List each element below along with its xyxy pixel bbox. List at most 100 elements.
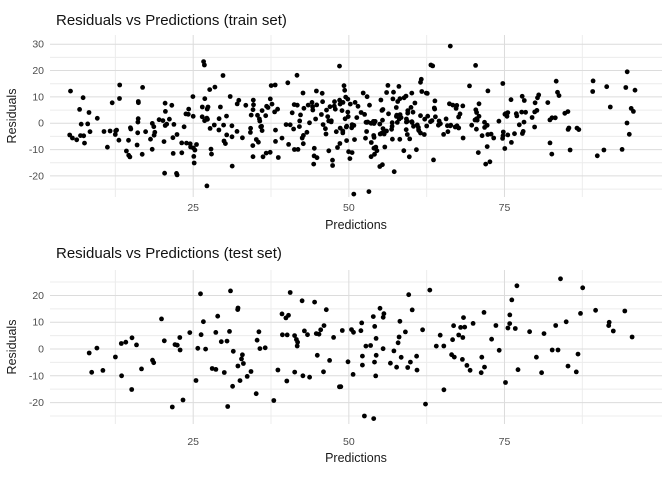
point bbox=[267, 96, 273, 102]
y-tick-label: 20 bbox=[32, 65, 44, 77]
point bbox=[473, 63, 478, 68]
point bbox=[253, 391, 259, 397]
point bbox=[150, 357, 155, 363]
point bbox=[251, 102, 256, 108]
point bbox=[372, 151, 377, 157]
point bbox=[234, 101, 240, 107]
point bbox=[432, 98, 438, 104]
point bbox=[401, 148, 407, 154]
point bbox=[273, 139, 278, 144]
point bbox=[283, 122, 289, 127]
point bbox=[521, 98, 527, 103]
point bbox=[167, 116, 172, 122]
point bbox=[227, 329, 232, 334]
point bbox=[358, 110, 364, 115]
point bbox=[496, 347, 502, 353]
point bbox=[299, 135, 305, 141]
point bbox=[208, 146, 214, 152]
point bbox=[205, 116, 210, 122]
point bbox=[378, 97, 384, 103]
point bbox=[179, 140, 185, 146]
point bbox=[202, 96, 208, 102]
point bbox=[355, 103, 361, 109]
point bbox=[408, 359, 413, 365]
test-plot-svg: 25 50 75 20 10 0 -10 -20 Residuals vs Predictio… bbox=[5, 245, 662, 465]
point bbox=[342, 116, 348, 122]
point bbox=[183, 111, 189, 117]
point bbox=[207, 125, 213, 131]
point bbox=[469, 122, 475, 128]
point bbox=[521, 119, 527, 125]
point bbox=[344, 138, 349, 144]
point bbox=[416, 128, 422, 133]
point bbox=[326, 148, 332, 154]
point bbox=[273, 127, 278, 133]
point bbox=[391, 348, 397, 354]
point bbox=[424, 91, 430, 96]
point bbox=[363, 343, 369, 349]
point bbox=[280, 332, 285, 338]
point bbox=[286, 312, 291, 318]
point bbox=[410, 109, 416, 115]
point bbox=[143, 129, 149, 135]
point bbox=[269, 101, 275, 107]
point bbox=[460, 103, 466, 109]
point bbox=[268, 83, 274, 88]
point bbox=[179, 150, 185, 156]
point bbox=[360, 90, 366, 96]
point bbox=[474, 126, 479, 132]
chart-title: Residuals vs Predictions (test set) bbox=[56, 245, 282, 262]
point bbox=[380, 314, 386, 320]
point bbox=[330, 163, 335, 168]
point bbox=[87, 129, 93, 135]
point bbox=[372, 359, 377, 365]
point bbox=[149, 121, 155, 126]
point bbox=[248, 125, 254, 131]
point bbox=[287, 290, 293, 295]
point bbox=[271, 398, 277, 403]
point bbox=[371, 119, 376, 124]
point bbox=[505, 325, 511, 331]
point bbox=[424, 123, 430, 129]
point bbox=[112, 132, 118, 137]
point bbox=[275, 155, 281, 160]
point bbox=[427, 287, 433, 293]
point bbox=[213, 330, 219, 335]
point bbox=[148, 136, 153, 142]
y-tick-label: 30 bbox=[32, 39, 44, 51]
point bbox=[453, 106, 459, 111]
point bbox=[323, 131, 329, 137]
point bbox=[337, 101, 343, 107]
point bbox=[319, 90, 325, 96]
point bbox=[177, 335, 183, 340]
point bbox=[532, 100, 538, 106]
point bbox=[482, 364, 487, 370]
point bbox=[484, 144, 490, 150]
point bbox=[601, 147, 607, 153]
point bbox=[229, 123, 235, 129]
point bbox=[85, 121, 91, 127]
point bbox=[114, 127, 119, 133]
point bbox=[224, 132, 230, 138]
point bbox=[343, 124, 349, 130]
point bbox=[287, 122, 293, 128]
point bbox=[409, 90, 415, 96]
point bbox=[405, 110, 411, 116]
point bbox=[235, 307, 241, 312]
point bbox=[460, 335, 466, 340]
point bbox=[263, 150, 269, 156]
point bbox=[230, 383, 236, 389]
point bbox=[406, 292, 412, 298]
point bbox=[331, 335, 336, 340]
point bbox=[250, 107, 256, 113]
point bbox=[337, 141, 343, 146]
point bbox=[389, 120, 395, 126]
point bbox=[411, 123, 416, 129]
point bbox=[239, 356, 244, 362]
point bbox=[235, 363, 241, 369]
point bbox=[194, 142, 199, 147]
point bbox=[198, 332, 204, 338]
point bbox=[482, 119, 487, 125]
point bbox=[160, 118, 166, 123]
